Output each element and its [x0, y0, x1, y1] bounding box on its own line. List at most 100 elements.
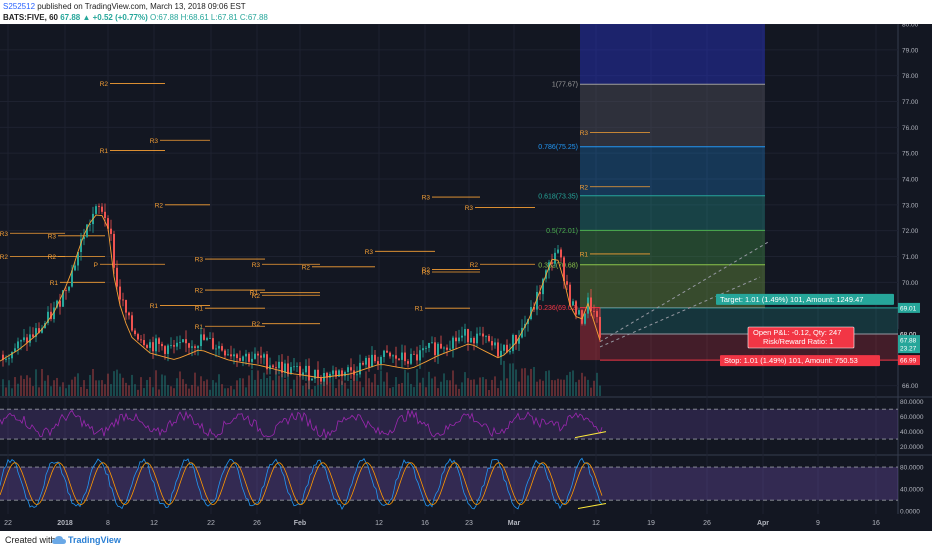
volume-bar [293, 379, 295, 396]
volume-bar [200, 376, 202, 396]
volume-bar [479, 377, 481, 396]
pivot-level-label: R3 [580, 130, 589, 137]
candle-body [272, 365, 274, 368]
candle-body [263, 354, 265, 358]
volume-bar [260, 379, 262, 396]
candle-body [461, 335, 463, 338]
candle-body [377, 361, 379, 364]
volume-bar [8, 380, 10, 396]
candle-body [98, 206, 100, 207]
candle-body [230, 354, 232, 357]
candle-body [53, 307, 55, 320]
volume-bar [455, 384, 457, 396]
candle-body [578, 310, 580, 315]
candle-body [413, 353, 415, 355]
volume-bar [50, 386, 52, 396]
volume-bar [404, 369, 406, 396]
candle-body [455, 337, 457, 342]
candle-body [266, 354, 268, 370]
candle-body [476, 333, 478, 344]
volume-bar [182, 379, 184, 396]
candle-body [491, 341, 493, 346]
volume-bar [227, 388, 229, 396]
candle-body [50, 311, 52, 320]
candle-body [494, 342, 496, 346]
candle-body [290, 366, 292, 375]
volume-bar [68, 384, 70, 396]
candle-body [551, 262, 553, 264]
fib-level-label: 0.618(73.35) [538, 193, 578, 200]
volume-bar [281, 373, 283, 396]
price-tag [898, 335, 920, 346]
x-tick-label: 12 [375, 520, 383, 527]
volume-bar [254, 379, 256, 396]
candle-body [482, 333, 484, 337]
volume-bar [566, 375, 568, 396]
volume-bar [134, 384, 136, 396]
volume-bar [470, 379, 472, 396]
candle-body [104, 211, 106, 219]
candle-body [197, 346, 199, 348]
price-tag-label: 68.00 [900, 332, 917, 339]
volume-bar [524, 368, 526, 396]
candle-body [14, 348, 16, 352]
volume-bar [416, 368, 418, 396]
candle-body [407, 361, 409, 364]
price-chart[interactable]: 22 2018 8 12 22 26 Feb 12 16 23 Mar 12 19 26 Apr 9 16 80.… [0, 24, 932, 531]
volume-bar [446, 380, 448, 396]
volume-bar [515, 369, 517, 396]
volume-bar [401, 382, 403, 396]
volume-bar [140, 377, 142, 396]
candle-body [449, 348, 451, 350]
target-label: Target: 1.01 (1.49%) 101, Amount: 1249.4… [720, 295, 863, 304]
pivot-level-label: R3 [422, 195, 431, 202]
candle-body [341, 370, 343, 377]
volume-bar [164, 375, 166, 396]
volume-bar [185, 383, 187, 396]
volume-bar [332, 370, 334, 396]
candle-body [56, 300, 58, 308]
pivot-level-label: R2 [48, 254, 57, 261]
stop-label-box [720, 355, 880, 367]
tradingview-brand[interactable]: TradingView [68, 535, 121, 545]
volume-bar [380, 370, 382, 396]
volume-bar [155, 370, 157, 396]
volume-bar [287, 370, 289, 396]
volume-bar [500, 380, 502, 396]
volume-bar [554, 380, 556, 396]
candle-body [437, 343, 439, 356]
volume-bar [302, 385, 304, 396]
candle-body [182, 339, 184, 343]
candle-body [389, 352, 391, 357]
candle-body [23, 337, 25, 341]
volume-bar [413, 387, 415, 396]
fib-level-label: 0.5(72.01) [546, 228, 578, 235]
candle-body [107, 218, 109, 229]
volume-bar [557, 378, 559, 396]
fib-band [580, 84, 765, 147]
rsi-line [0, 409, 603, 439]
pivot-level-label: R1 [415, 306, 424, 313]
volume-bar [350, 379, 352, 396]
candle-body [149, 342, 151, 348]
candle-body [308, 365, 310, 381]
volume-bar [434, 376, 436, 396]
candle-body [125, 300, 127, 313]
volume-bar [494, 376, 496, 396]
pivot-level-label: R2 [0, 254, 8, 261]
pivot-level-label: R3 [252, 262, 261, 269]
volume-bar [86, 388, 88, 396]
candle-body [410, 353, 412, 364]
candle-body [86, 224, 88, 237]
candle-body [128, 312, 130, 316]
stop-label: Stop: 1.01 (1.49%) 101, Amount: 750.53 [724, 356, 858, 365]
candle-body [299, 366, 301, 376]
price-tag-label: 23.27 [900, 346, 917, 353]
candle-body [365, 357, 367, 365]
candle-body [248, 353, 250, 362]
ohlc-values: O:67.88 H:68.61 L:67.81 C:67.88 [149, 13, 268, 22]
author-link[interactable]: S252512 [3, 2, 36, 11]
candle-body [416, 354, 418, 361]
volume-bar [71, 379, 73, 396]
volume-bar [29, 377, 31, 396]
